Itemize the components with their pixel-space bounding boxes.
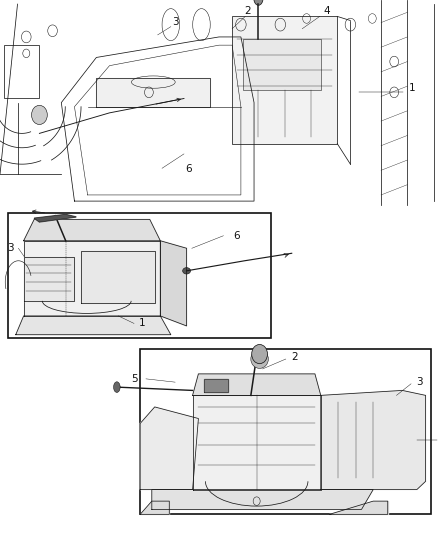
- Text: 1: 1: [408, 83, 415, 93]
- Polygon shape: [152, 489, 373, 510]
- Polygon shape: [24, 220, 160, 241]
- Polygon shape: [96, 78, 210, 107]
- Polygon shape: [321, 390, 426, 489]
- Polygon shape: [140, 501, 169, 514]
- Text: 4: 4: [323, 6, 330, 17]
- Text: 6: 6: [185, 164, 192, 174]
- Polygon shape: [204, 379, 228, 392]
- Bar: [140, 349, 431, 514]
- Polygon shape: [81, 251, 155, 303]
- Bar: [4, 45, 39, 99]
- Circle shape: [252, 344, 268, 364]
- Polygon shape: [34, 214, 76, 222]
- Polygon shape: [24, 241, 160, 316]
- Text: 5: 5: [131, 374, 138, 384]
- Ellipse shape: [113, 382, 120, 392]
- Text: 3: 3: [417, 377, 423, 387]
- Text: 1: 1: [138, 318, 145, 328]
- Text: 6: 6: [233, 231, 240, 241]
- Polygon shape: [140, 407, 198, 489]
- Polygon shape: [329, 501, 388, 514]
- Polygon shape: [193, 395, 321, 489]
- Text: 3: 3: [7, 243, 14, 253]
- Polygon shape: [160, 241, 187, 326]
- Bar: [8, 213, 271, 338]
- Polygon shape: [193, 374, 321, 395]
- Polygon shape: [24, 257, 74, 301]
- Ellipse shape: [183, 268, 191, 274]
- Bar: [243, 39, 321, 90]
- Bar: [232, 17, 337, 144]
- Text: 3: 3: [172, 17, 179, 27]
- Text: 2: 2: [291, 352, 298, 362]
- Ellipse shape: [251, 350, 268, 368]
- Polygon shape: [16, 316, 171, 335]
- Ellipse shape: [254, 0, 263, 5]
- Text: 2: 2: [244, 6, 251, 17]
- Circle shape: [32, 106, 47, 125]
